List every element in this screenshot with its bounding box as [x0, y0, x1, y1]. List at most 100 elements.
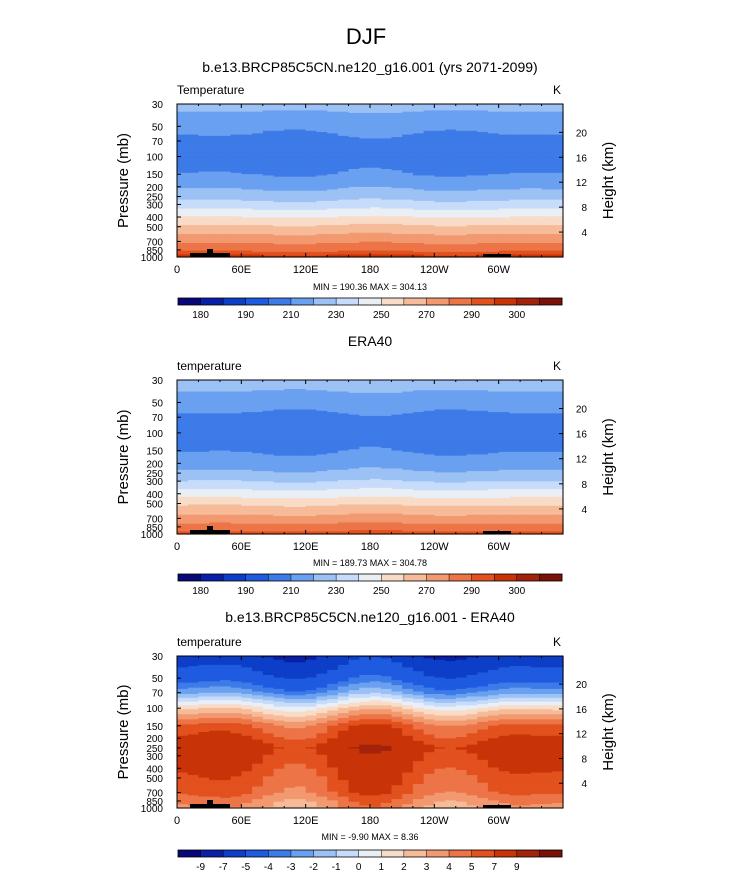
field-cell [445, 388, 457, 391]
field-cell [380, 388, 393, 391]
field-cell [434, 171, 446, 174]
field-cell [509, 394, 521, 396]
field-cell [337, 130, 350, 133]
field-cell [509, 249, 521, 252]
field-cell [455, 104, 468, 106]
field-cell [498, 166, 510, 169]
field-cell [327, 110, 339, 113]
field-cell [541, 129, 553, 132]
field-cell [252, 147, 264, 150]
field-cell [187, 245, 200, 248]
field-cell [262, 242, 275, 245]
field-cell [477, 397, 489, 400]
field-cell [327, 130, 339, 133]
field-cell [241, 223, 253, 226]
field-cell [541, 116, 553, 119]
field-cell [498, 186, 510, 189]
field-cell [402, 124, 414, 127]
field-cell [284, 223, 296, 226]
field-cell [327, 126, 339, 129]
field-cell [477, 129, 489, 132]
field-cell [391, 221, 403, 224]
field-cell [316, 194, 328, 197]
field-cell [466, 216, 478, 219]
field-cell [209, 240, 221, 243]
field-cell [455, 185, 468, 188]
field-cell [230, 191, 242, 194]
field-cell [487, 179, 500, 182]
field-cell [487, 200, 500, 203]
field-cell [348, 126, 360, 129]
field-cell [423, 175, 435, 178]
field-cell [498, 242, 510, 245]
field-cell [530, 392, 543, 395]
field-cell [530, 231, 543, 234]
field-cell [241, 167, 253, 170]
field-cell [530, 216, 543, 219]
field-cell [370, 137, 382, 140]
field-cell [509, 138, 521, 141]
field-cell [294, 147, 307, 150]
field-cell [209, 140, 221, 143]
field-cell [316, 195, 328, 198]
field-cell [498, 151, 510, 154]
field-cell [466, 138, 478, 141]
field-cell [337, 147, 350, 150]
field-cell [455, 218, 468, 221]
field-cell [487, 239, 500, 242]
field-cell [262, 125, 275, 128]
field-cell [530, 109, 543, 111]
field-cell [477, 214, 489, 217]
field-cell [187, 230, 200, 233]
field-cell [391, 213, 403, 216]
field-cell [187, 394, 200, 396]
field-cell [370, 165, 382, 168]
field-cell [541, 212, 553, 215]
field-cell [541, 236, 553, 239]
field-cell [241, 200, 253, 203]
field-cell [327, 388, 339, 391]
field-cell [445, 242, 457, 245]
field-cell [198, 163, 210, 166]
field-cell [434, 144, 446, 147]
field-cell [391, 111, 403, 114]
field-cell [380, 167, 393, 170]
field-cell [284, 396, 296, 399]
field-cell [370, 221, 382, 224]
field-cell [541, 183, 553, 185]
field-cell [209, 162, 221, 165]
field-cell [198, 157, 210, 160]
field-cell [380, 120, 393, 123]
field-cell [520, 223, 532, 226]
field-cell [477, 244, 489, 247]
field-cell [445, 228, 457, 231]
field-cell [487, 397, 500, 400]
field-cell [370, 138, 382, 141]
field-cell [380, 133, 393, 136]
field-cell [209, 134, 221, 137]
field-cell [348, 174, 360, 177]
field-cell [412, 157, 425, 160]
field-cell [520, 120, 532, 123]
field-cell [412, 155, 425, 157]
field-cell [487, 216, 500, 219]
field-cell [294, 142, 307, 145]
field-cell [284, 240, 296, 243]
field-cell [337, 155, 350, 157]
field-cell [241, 385, 253, 388]
field-cell [391, 170, 403, 173]
field-cell [284, 124, 296, 127]
field-cell [337, 107, 350, 110]
field-cell [241, 188, 253, 191]
field-cell [316, 396, 328, 399]
field-cell [466, 385, 478, 388]
field-cell [348, 143, 360, 146]
field-cell [487, 107, 500, 110]
field-cell [262, 165, 275, 168]
field-cell [230, 254, 242, 257]
field-cell [391, 160, 403, 162]
field-cell [198, 186, 210, 189]
field-cell [327, 167, 339, 170]
field-cell [294, 218, 307, 221]
field-cell [412, 206, 425, 208]
